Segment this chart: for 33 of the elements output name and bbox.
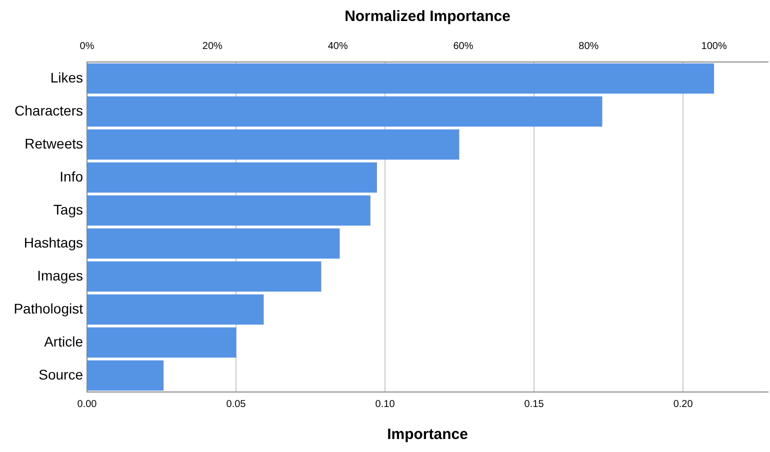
y-tick-label: Images [37,267,83,284]
bar [88,228,340,259]
bar [88,327,236,358]
x-tick-label: 0.05 [226,398,246,410]
x-tick-label: 0.00 [77,398,98,410]
x2-tick-label: 40% [328,40,348,52]
y-tick-label: Pathologist [14,300,84,316]
y-tick-label: Characters [14,102,83,118]
x2-tick-label: 20% [202,40,223,52]
bar [88,63,714,94]
y-tick-label: Retweets [24,135,83,152]
y-tick-label: Likes [50,69,83,86]
bar [88,162,377,193]
bar [88,96,602,127]
bar [88,360,164,391]
y-tick-label: Article [44,333,84,350]
bar [88,129,460,160]
x2-tick-label: 80% [578,40,599,52]
x-tick-label: 0.15 [524,398,544,410]
y-tick-label: Source [38,366,84,382]
y-tick-label: Info [60,168,84,184]
y-tick-label: Tags [53,201,83,218]
x2-tick-label: 0% [80,40,94,52]
x2-axis-title: Normalized Importance [344,8,510,26]
x2-tick-label: 60% [453,40,474,52]
bar [88,261,322,292]
x-tick-label: 0.20 [673,398,694,410]
x2-tick-label: 100% [701,40,727,52]
bar [88,195,370,226]
x-axis-title: Importance [387,426,468,444]
bar [88,294,264,325]
y-tick-label: Hashtags [24,234,83,250]
x-tick-label: 0.10 [375,398,396,410]
